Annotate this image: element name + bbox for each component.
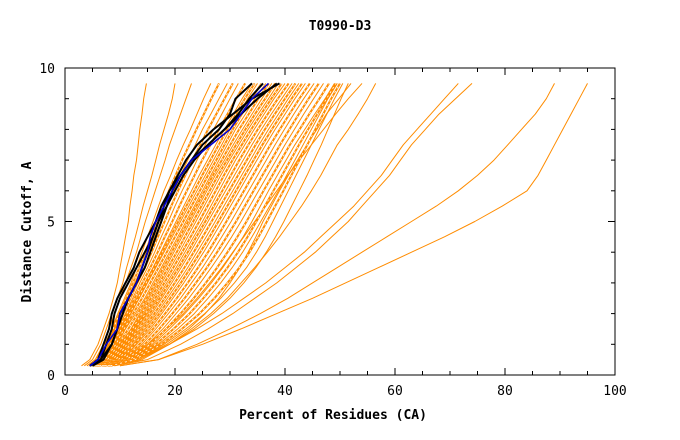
orange-hatch-line-8 [96,83,283,367]
orange-model-line-2 [83,83,176,367]
orange-hatch-line-7 [95,83,276,367]
orange-model-line-12 [97,83,286,367]
orange-model-line-16 [103,83,315,367]
orange-model-line-22 [103,83,352,367]
x-tick-label-0: 0 [61,384,69,399]
x-tick-label-80: 80 [497,384,513,399]
orange-model-line-17 [106,83,324,367]
orange-fill-line-1 [87,82,220,367]
x-tick-label-20: 20 [167,384,183,399]
orange-model-line-28 [119,83,588,367]
y-tick-label-5: 5 [47,216,55,231]
orange-model-line-21 [114,83,349,367]
orange-hatch-line-16 [110,83,341,367]
orange-hatch-line-2 [89,83,234,367]
black-model-line-1 [89,82,253,367]
x-tick-label-40: 40 [277,384,293,399]
orange-model-line-15 [103,83,306,367]
blue-model-line [89,82,270,367]
y-tick-label-10: 10 [39,62,55,77]
x-tick-label-100: 100 [603,384,626,399]
orange-model-line-27 [119,83,555,367]
orange-model-line-26 [114,83,473,367]
y-axis-label: Distance Cutoff, A [20,161,35,302]
orange-fill-line-5 [92,82,263,367]
orange-model-line-25 [108,83,459,367]
orange-hatch-line-10 [99,83,296,367]
orange-hatch-line-9 [97,83,289,367]
orange-model-line-19 [108,83,338,367]
orange-model-line-9 [92,83,267,367]
x-axis-label: Percent of Residues (CA) [239,408,427,423]
chart-title: T0990-D3 [309,19,372,34]
orange-model-line-1 [81,83,147,367]
y-tick-label-0: 0 [47,369,55,384]
orange-model-line-20 [111,83,344,367]
orange-model-line-13 [97,83,293,367]
orange-hatch-line-12 [103,83,311,367]
orange-model-line-11 [95,83,279,367]
orange-hatch-line-13 [104,83,320,367]
x-tick-label-60: 60 [387,384,403,399]
orange-hatch-line-3 [90,83,246,367]
orange-fill-line-15 [108,82,337,367]
orange-hatch-line-6 [93,83,270,367]
ticks-layer: 0 20 40 60 80 100 0 5 10 [39,62,626,399]
orange-model-line-8 [92,83,258,367]
orange-model-line-18 [108,83,335,367]
series-layer [81,82,588,367]
orange-model-line-14 [100,83,300,367]
orange-model-line-10 [95,83,273,367]
orange-model-line-24 [108,83,377,367]
orange-hatch-line-14 [107,83,330,367]
orange-hatch-line-11 [101,83,303,367]
